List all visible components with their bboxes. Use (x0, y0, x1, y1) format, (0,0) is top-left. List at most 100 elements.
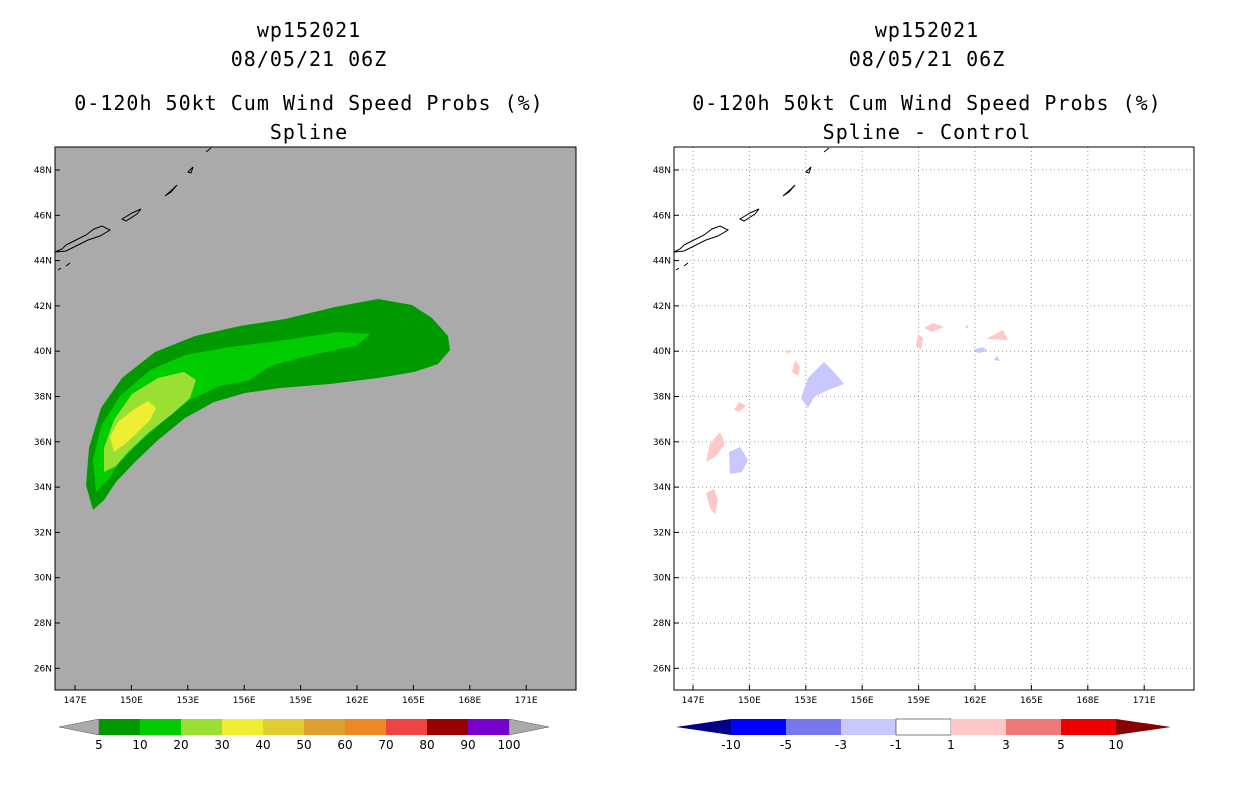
diff-positive-patch (965, 325, 968, 329)
diff-positive-patch (916, 334, 923, 350)
lat-tick-label: 34N (653, 483, 671, 493)
lat-axis: 48N 46N 44N 42N 40N 38N 36N 34N 32N 30N 28N 26N (34, 166, 60, 674)
probability-contours (86, 299, 450, 510)
colorbar-label: 10 (132, 738, 147, 752)
left-map: 48N 46N 44N 42N 40N 38N 36N 34N 32N 30N 28N 26N 147… (34, 146, 577, 752)
coastlines-right (673, 147, 830, 271)
lon-tick-label: 159E (289, 696, 312, 706)
lat-tick-label: 44N (34, 257, 52, 267)
lon-tick-label: 153E (176, 696, 199, 706)
colorbar-label: -3 (835, 738, 847, 752)
colorbar-label: 3 (1002, 738, 1010, 752)
colorbar-label: 100 (498, 738, 521, 752)
product-title-right: 0-120h 50kt Cum Wind Speed Probs (%) (692, 91, 1162, 115)
lat-tick-label: 48N (34, 166, 52, 176)
lon-tick-label: 153E (794, 696, 817, 706)
diff-negative-patch (973, 347, 988, 353)
colorbar-swatch (841, 719, 896, 735)
probability-colorbar: 5 10 20 30 40 50 60 70 80 90 100 (58, 718, 550, 752)
storm-id-title-right: wp152021 (874, 18, 980, 42)
colorbar-label: -1 (890, 738, 902, 752)
product-title: 0-120h 50kt Cum Wind Speed Probs (%) (74, 91, 544, 115)
lat-tick-label: 28N (34, 619, 52, 629)
colorbar-swatch (468, 719, 509, 735)
diff-positive-patch (986, 330, 1008, 340)
colorbar-label: 5 (1057, 738, 1065, 752)
colorbar-label: 20 (173, 738, 188, 752)
right-map: 48N 46N 44N 42N 40N 38N 36N 34N 32N 30N 28N 26N 147… (653, 146, 1195, 752)
colorbar-swatch (386, 719, 427, 735)
lat-tick-label: 36N (34, 438, 52, 448)
colorbar-label: 50 (296, 738, 311, 752)
lon-tick-label: 147E (64, 696, 87, 706)
lon-tick-label: 156E (233, 696, 256, 706)
map-background-right (674, 147, 1194, 690)
lon-tick-label: 165E (402, 696, 425, 706)
left-panel: wp152021 08/05/21 06Z 0-120h 50kt Cum Wi… (34, 18, 577, 752)
gridlines (674, 147, 1194, 690)
colorbar-label: 80 (419, 738, 434, 752)
colorbar-label: 90 (460, 738, 475, 752)
lat-tick-label: 32N (34, 528, 52, 538)
contour-20-30 (104, 372, 196, 472)
diff-negative-patch (801, 362, 844, 408)
date-title-right: 08/05/21 06Z (848, 47, 1006, 71)
lon-tick-label: 147E (682, 696, 705, 706)
lon-tick-label: 159E (907, 696, 930, 706)
diff-negative-patch (729, 447, 748, 474)
lon-tick-label: 162E (346, 696, 369, 706)
colorbar-swatch (140, 719, 181, 735)
colorbar-low-end (676, 719, 731, 735)
colorbar-high-end (1116, 719, 1171, 735)
lon-axis: 147E 150E 153E 156E 159E 162E 165E 168E 171E (64, 685, 538, 706)
contour-5-10 (86, 299, 450, 510)
lon-tick-label: 150E (120, 696, 143, 706)
colorbar-label: 10 (1108, 738, 1123, 752)
lat-tick-label: 44N (653, 257, 671, 267)
colorbar-swatch (1061, 719, 1116, 735)
colorbar-swatch (427, 719, 468, 735)
storm-id-title: wp152021 (256, 18, 362, 42)
colorbar-label: 30 (214, 738, 229, 752)
coastlines (54, 147, 212, 271)
diff-positive-patch (792, 360, 800, 376)
lat-tick-label: 42N (34, 302, 52, 312)
method-title-right: Spline - Control (822, 120, 1032, 144)
lat-tick-label: 46N (34, 211, 52, 221)
difference-contours (706, 323, 1008, 515)
colorbar-high-end (508, 718, 550, 736)
lat-tick-label: 40N (34, 347, 52, 357)
difference-colorbar: -10 -5 -3 -1 1 3 5 10 (676, 718, 1171, 752)
date-title: 08/05/21 06Z (230, 47, 388, 71)
lon-axis-right: 147E 150E 153E 156E 159E 162E 165E 168E 171E (682, 685, 1156, 706)
lat-tick-label: 40N (653, 347, 671, 357)
right-panel: wp152021 08/05/21 06Z 0-120h 50kt Cum Wi… (618, 0, 1236, 800)
lat-axis-right: 48N 46N 44N 42N 40N 38N 36N 34N 32N 30N 28N 26N (653, 166, 679, 674)
colorbar-label: -5 (780, 738, 792, 752)
colorbar-low-end (58, 718, 100, 736)
lon-tick-label: 156E (851, 696, 874, 706)
colorbar-label: -10 (721, 738, 741, 752)
colorbar-label: 60 (337, 738, 352, 752)
lon-tick-label: 168E (1076, 696, 1099, 706)
colorbar-label: 1 (947, 738, 955, 752)
lat-tick-label: 38N (34, 393, 52, 403)
diff-positive-patch (706, 489, 718, 515)
map-frame (54, 146, 577, 691)
lat-tick-label: 42N (653, 302, 671, 312)
contour-30-40 (110, 401, 156, 452)
colorbar-swatch (951, 719, 1006, 735)
colorbar-label: 70 (378, 738, 393, 752)
colorbar-swatch (99, 719, 140, 735)
lat-tick-label: 30N (34, 574, 52, 584)
colorbar-label: 40 (255, 738, 270, 752)
lat-tick-label: 34N (34, 483, 52, 493)
lat-tick-label: 26N (653, 664, 671, 674)
lat-tick-label: 38N (653, 393, 671, 403)
lon-tick-label: 171E (515, 696, 538, 706)
colorbar-label: 5 (95, 738, 103, 752)
lon-tick-label: 162E (964, 696, 987, 706)
diff-positive-patch (786, 349, 790, 354)
colorbar-swatch (304, 719, 345, 735)
diff-positive-patch (734, 402, 746, 412)
